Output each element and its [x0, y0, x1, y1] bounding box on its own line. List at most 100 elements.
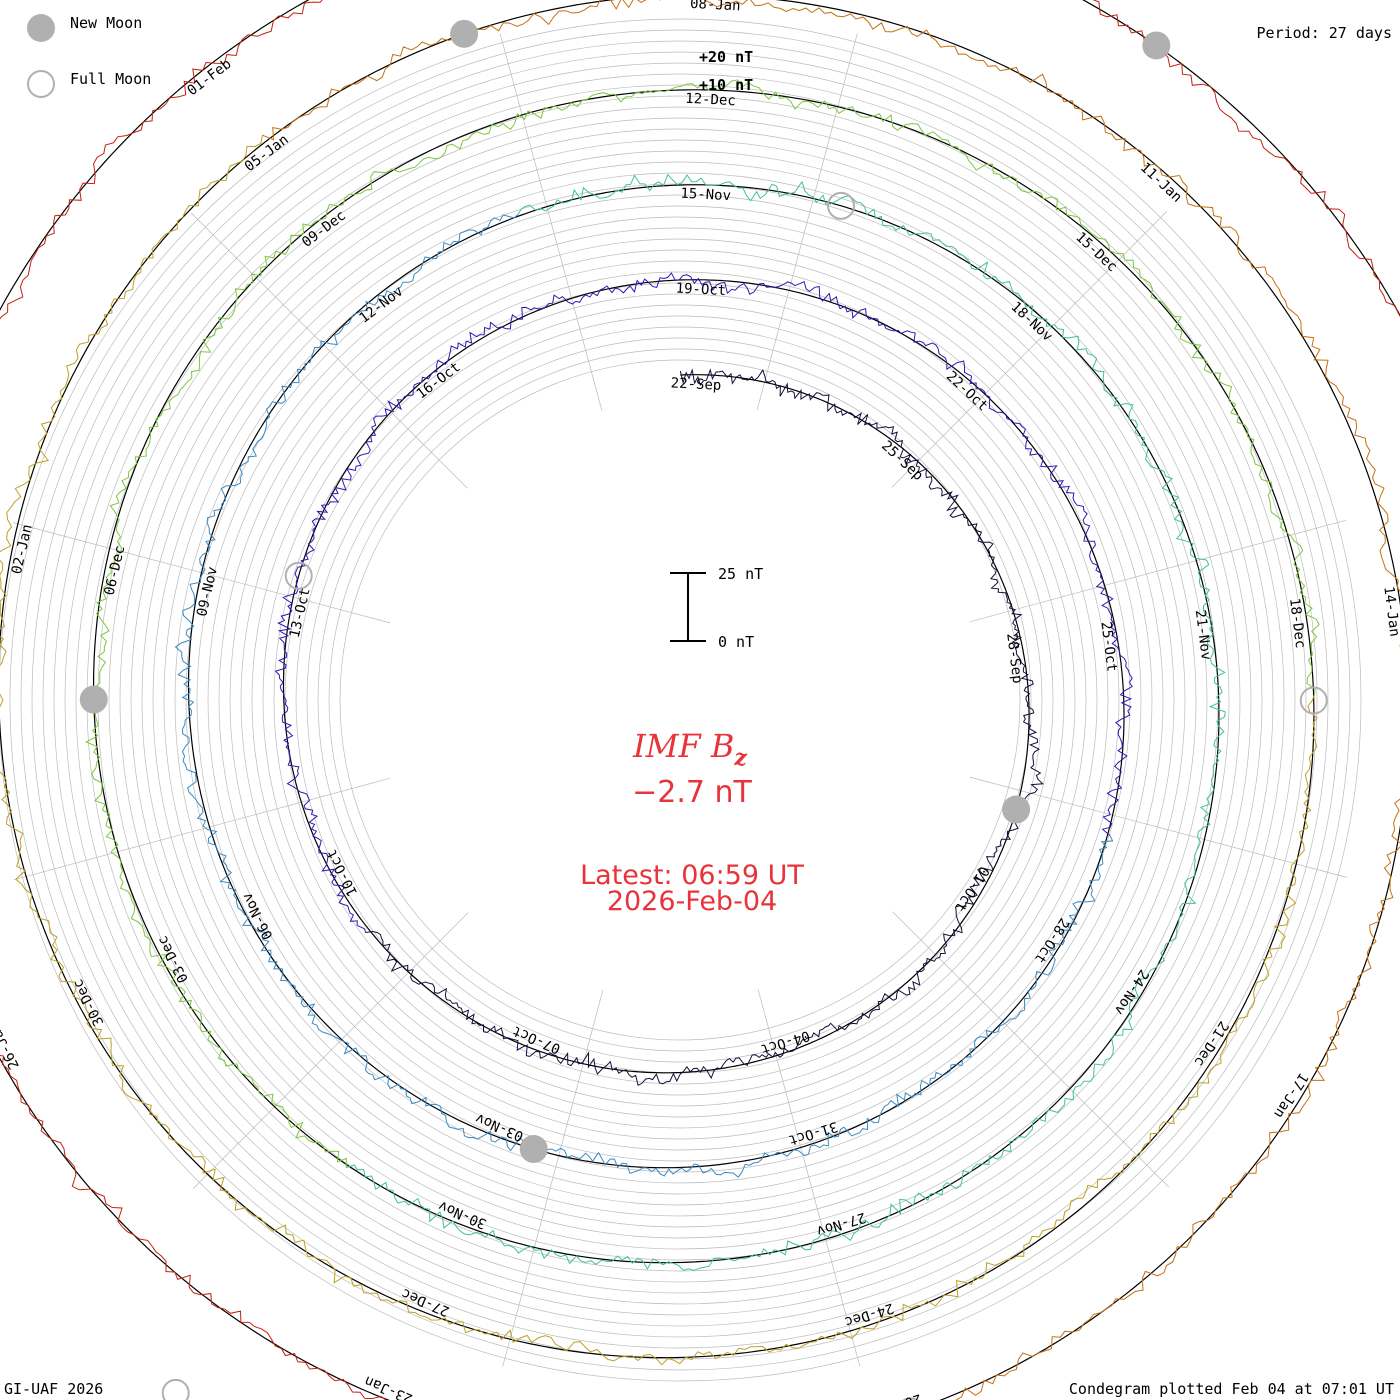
grid-circle	[141, 161, 1219, 1239]
grid-circle	[0, 18, 1362, 1382]
grid-spoke	[192, 912, 469, 1190]
latest-date: 2026-Feb-04	[607, 886, 777, 917]
legend-full-moon-label: Full Moon	[70, 70, 151, 88]
new-moon-marker	[79, 685, 108, 714]
grid-circle	[328, 348, 1032, 1052]
date-label: 02-Jan	[9, 523, 36, 576]
grid-circle	[207, 227, 1153, 1173]
date-label: 23-Jan	[362, 1372, 415, 1400]
full-moon-marker	[161, 1378, 190, 1400]
grid-circle	[130, 150, 1230, 1250]
grid-circle	[229, 249, 1131, 1151]
date-label: 15-Nov	[680, 186, 731, 205]
latest-time: Latest: 06:59 UT	[580, 860, 804, 891]
date-label: 25-Oct	[1098, 621, 1120, 673]
date-label: 08-Jan	[690, 0, 741, 14]
date-label: 19-Oct	[675, 281, 726, 300]
new-moon-legend-icon	[27, 14, 55, 42]
bz-trace-segment	[0, 135, 1318, 1366]
chart-title-subscript: z	[733, 745, 747, 771]
grid-spoke	[892, 911, 1170, 1188]
bz-trace-segment	[85, 79, 1320, 1168]
date-label: 01-Oct	[951, 863, 992, 914]
grid-circle	[152, 172, 1208, 1228]
ring-scale-label-20: +20 nT	[699, 48, 753, 66]
grid-circle	[185, 205, 1175, 1195]
scale-bar-bottom-label: 0 nT	[718, 633, 754, 651]
grid-circle	[339, 359, 1021, 1041]
grid-circle	[163, 183, 1197, 1217]
new-moon-marker	[519, 1135, 548, 1164]
grid-circle	[20, 40, 1340, 1360]
date-label: 28-Sep	[1003, 632, 1025, 684]
plotted-label: Condegram plotted Feb 04 at 07:01 UT	[1069, 1380, 1394, 1398]
date-label: 21-Nov	[1192, 609, 1214, 661]
grid-circle	[273, 293, 1087, 1107]
grid-spoke	[891, 210, 1168, 488]
grid-circle	[240, 260, 1120, 1140]
grid-circle	[9, 29, 1351, 1371]
period-label: Period: 27 days	[1257, 24, 1392, 42]
grid-circle	[108, 128, 1252, 1272]
grid-spoke	[190, 212, 468, 489]
full-moon-marker	[1299, 686, 1328, 715]
current-value: −2.7 nT	[632, 775, 752, 810]
full-moon-marker	[827, 191, 856, 220]
new-moon-marker	[1002, 795, 1031, 824]
grid-spoke	[756, 33, 858, 411]
ring-scale-label-10: +10 nT	[699, 76, 753, 94]
date-label: 26-Jan	[0, 1020, 23, 1072]
chart-title: IMF Bz	[632, 727, 747, 771]
bz-trace-segment	[345, 173, 1226, 1271]
grid-circle	[31, 51, 1329, 1349]
grid-circle	[119, 139, 1241, 1261]
date-label: 14-Jan	[1380, 585, 1400, 637]
grid-spoke	[969, 776, 1347, 878]
grid-spoke	[502, 989, 604, 1367]
grid-circle	[284, 304, 1076, 1096]
grid-circle	[174, 194, 1186, 1206]
date-label: 09-Dec	[299, 208, 349, 251]
date-label: 27-Dec	[399, 1285, 452, 1319]
bz-trace-segment	[365, 368, 1044, 1087]
grid-spoke	[499, 33, 603, 411]
date-label: 30-Dec	[70, 976, 107, 1028]
grid-circle	[42, 62, 1318, 1338]
new-moon-marker	[1142, 31, 1171, 60]
legend-new-moon-label: New Moon	[70, 14, 142, 32]
grid-circle	[218, 238, 1142, 1162]
date-label: 05-Jan	[242, 132, 292, 175]
grid-circle	[196, 216, 1164, 1184]
moon-markers	[79, 19, 1328, 1400]
date-label: 16-Oct	[414, 359, 464, 402]
scale-bar: 25 nT 0 nT	[670, 565, 763, 651]
date-label: 10-Oct	[324, 846, 361, 898]
grid-spoke	[13, 777, 391, 881]
bz-trace-segment	[262, 0, 1400, 1400]
credit-label: GI-UAF 2026	[4, 1380, 103, 1398]
bz-trace-segment	[174, 214, 1114, 1178]
grid-circle	[317, 337, 1043, 1063]
grid-circle	[75, 95, 1285, 1305]
full-moon-legend-icon	[27, 70, 55, 98]
date-label: 22-Sep	[670, 375, 721, 394]
new-moon-marker	[450, 19, 479, 48]
bz-trace-segment	[274, 272, 1133, 933]
scale-bar-top-label: 25 nT	[718, 565, 763, 583]
full-moon-marker	[902, 1397, 919, 1400]
grid-spoke	[969, 519, 1347, 623]
grid-circle	[64, 84, 1296, 1316]
chart-title-main: IMF B	[632, 727, 734, 765]
grid-circle	[306, 326, 1054, 1074]
grid-circle	[53, 73, 1307, 1327]
full-moon-marker	[284, 561, 313, 590]
grid-circle	[295, 315, 1065, 1085]
date-label: 18-Dec	[1286, 597, 1308, 649]
date-label: 20-Jan	[870, 1390, 923, 1400]
